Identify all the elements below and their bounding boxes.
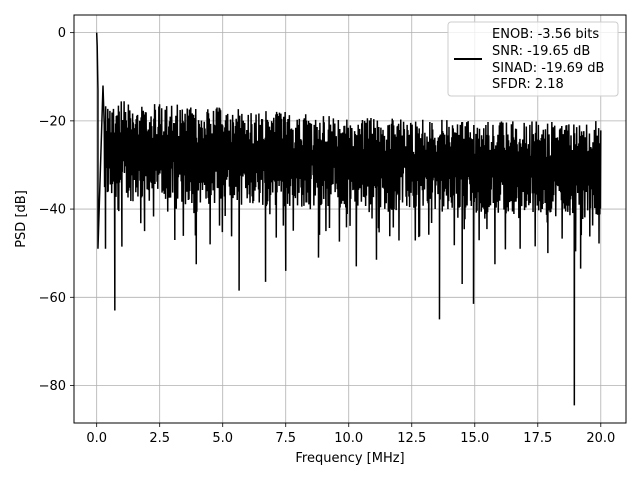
legend: ENOB: -3.56 bits SNR: -19.65 dB SINAD: -… (447, 21, 619, 97)
y-tick-label: −20 (39, 114, 66, 129)
legend-line-sfdr: SFDR: 2.18 (492, 77, 564, 92)
x-tick-label: 20.0 (586, 431, 615, 446)
legend-line-enob: ENOB: -3.56 bits (492, 27, 599, 42)
x-tick-label: 5.0 (212, 431, 233, 446)
x-tick-label: 12.5 (397, 431, 426, 446)
x-tick-label: 0.0 (86, 431, 107, 446)
series-layer (95, 32, 602, 406)
x-tick-label: 17.5 (523, 431, 552, 446)
y-axis-title: PSD [dB] (14, 190, 29, 248)
psd-series-line (95, 32, 602, 406)
y-tick-label: −40 (39, 203, 66, 218)
legend-line-sinad: SINAD: -19.69 dB (492, 61, 604, 76)
y-tick-label: −80 (39, 379, 66, 394)
x-tick-label: 7.5 (275, 431, 296, 446)
x-axis-title: Frequency [MHz] (295, 451, 404, 466)
legend-box (447, 21, 619, 97)
x-tick-label: 10.0 (334, 431, 363, 446)
y-tick-label: −60 (39, 291, 66, 306)
legend-line-snr: SNR: -19.65 dB (492, 44, 590, 59)
x-tick-label: 15.0 (460, 431, 489, 446)
y-tick-label: 0 (58, 26, 66, 41)
plot-frame (73, 14, 627, 424)
x-tick-label: 2.5 (149, 431, 170, 446)
axis-ticks: 0.0 2.5 5.0 7.5 10.0 12.5 15.0 17.5 20.0 0 −20 −40 −… (39, 26, 616, 446)
